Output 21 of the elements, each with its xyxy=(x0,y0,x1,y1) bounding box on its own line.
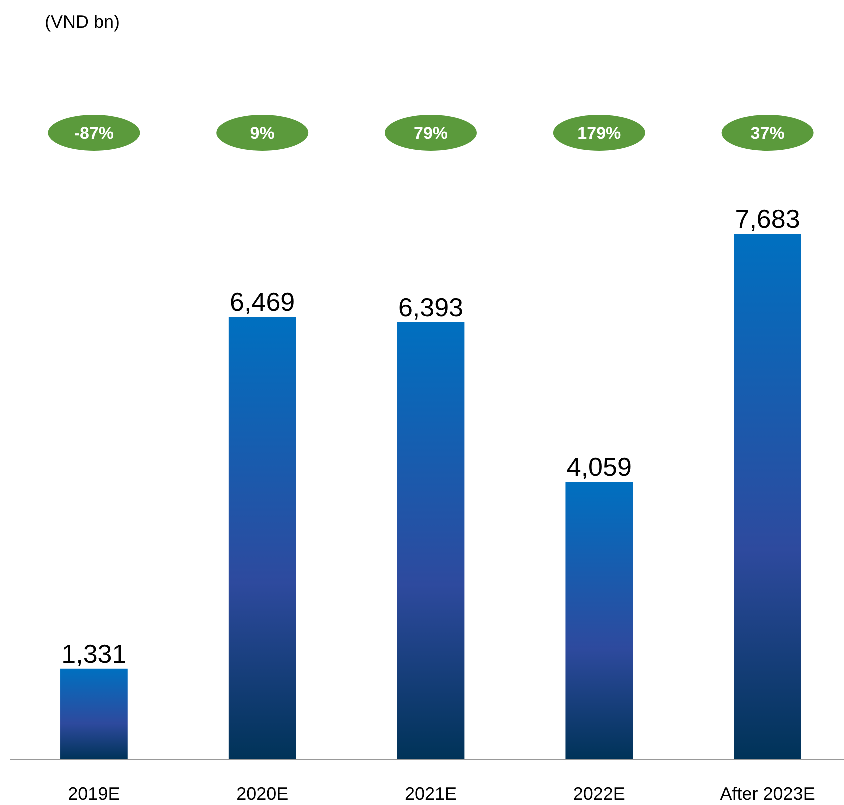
bar xyxy=(228,317,296,760)
data-label: 6,469 xyxy=(230,287,296,318)
data-label: 6,393 xyxy=(398,292,464,322)
bar xyxy=(397,322,465,760)
x-tick-label: 2020E xyxy=(236,784,289,804)
x-tick-label: 2022E xyxy=(573,784,626,804)
text: 9% xyxy=(250,124,275,143)
x-tick-label: 2021E xyxy=(404,784,458,804)
bar xyxy=(566,482,634,760)
bar xyxy=(60,668,128,760)
text: (VND bn) xyxy=(45,12,120,32)
bar xyxy=(734,234,802,760)
text: -87% xyxy=(74,124,114,143)
text: 179% xyxy=(578,124,622,143)
x-tick-label: 2019E xyxy=(68,784,120,804)
text: 79% xyxy=(414,124,448,143)
x-tick-label: After 2023E xyxy=(720,784,816,804)
data-label: 1,331 xyxy=(62,638,127,669)
text: 37% xyxy=(750,124,785,143)
data-label: 4,059 xyxy=(566,452,632,482)
data-label: 7,683 xyxy=(735,204,800,234)
